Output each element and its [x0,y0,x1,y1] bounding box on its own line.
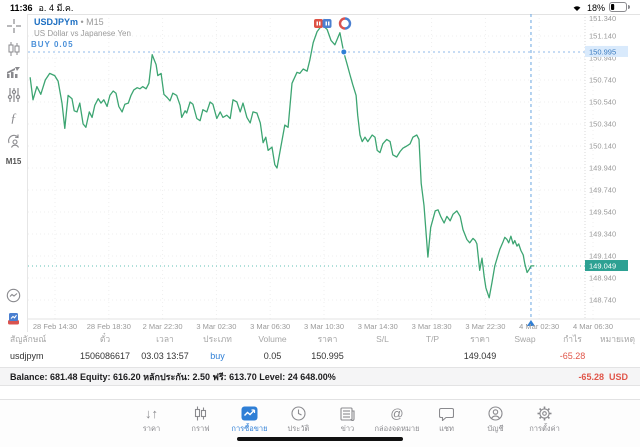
tab-quotes[interactable]: ↓↑ ราคา [142,406,161,433]
clock-time: 11:36 [10,3,33,13]
market-watch-icon[interactable] [5,286,23,304]
price-tick-label: 149.740 [589,186,616,195]
tab-settings[interactable]: การตั้งค่า [523,405,567,435]
svg-text:149.049: 149.049 [589,262,616,271]
pending-order-badge [340,18,350,29]
position-current-price: 149.049 [463,351,497,361]
status-date: อ. 4 มี.ค. [38,3,74,13]
home-indicator[interactable] [237,437,403,441]
tab-charts[interactable]: กราฟ [178,405,222,435]
settings-gear-icon [537,405,552,422]
col-tp: T/P [425,334,440,344]
position-row[interactable]: usdjpym 1506086617 03.03 13:57 buy 0.05 … [0,347,640,365]
position-ticket: 1506086617 [79,351,131,361]
col-time: เวลา [156,334,174,344]
order-marker-dot [340,48,348,56]
price-tick-label: 150.940 [589,54,616,63]
positions-table-header: สัญลักษณ์ ตั๋ว เวลา ประเภท Volume ราคา S… [0,332,640,346]
price-tick-label: 150.140 [589,142,616,151]
wifi-icon [571,3,583,14]
chart-type-candles-icon[interactable] [5,40,23,58]
time-tick-label: 3 Mar 22:30 [465,322,505,331]
tab-mailbox[interactable]: @ กล่องจดหมาย [374,406,420,433]
history-clock-icon [291,405,306,422]
account-profit: -65.28 USD [578,371,628,382]
time-tick-label: 4 Mar 06:30 [573,322,613,331]
trader-sync-icon[interactable] [5,132,23,150]
functions-icon[interactable]: ƒ [10,110,17,125]
price-tick-label: 149.140 [589,252,616,261]
status-bar: 11:36 อ. 4 มี.ค. 18% [0,0,640,14]
time-tick-label: 2 Mar 22:30 [143,322,183,331]
time-tick-label: 3 Mar 06:30 [250,322,290,331]
time-tick-label: 3 Mar 02:30 [196,322,236,331]
timeframe-badge[interactable]: M15 [5,157,22,166]
event-time-marker [526,320,535,326]
chart-region: ƒ M15 BUY 0.05 151.340 151.140 150.940 150.7… [0,13,640,332]
objects-icon[interactable] [5,86,23,104]
position-volume: 0.05 [263,351,282,361]
col-open-price: ราคา [317,334,338,344]
price-tick-label: 151.340 [589,14,616,23]
trade-icon [241,405,258,422]
indicators-icon[interactable] [5,63,23,81]
account-person-icon [488,405,503,422]
mailbox-at-icon: @ [390,406,404,421]
metaquotes-logo-icon[interactable] [5,309,23,327]
chart-toolbar: ƒ M15 [0,14,28,332]
price-tick-label: 150.540 [589,98,616,107]
col-type: ประเภท [203,334,232,344]
col-volume: Volume [258,334,287,344]
news-icon [340,405,355,422]
crosshair-icon[interactable] [5,17,23,35]
position-open-price: 150.995 [311,351,344,361]
account-summary-bar: Balance: 681.48 Equity: 616.20 หลักประกั… [0,367,640,386]
battery-icon [609,2,630,14]
col-swap: Swap [514,334,536,344]
bid-price-badge [585,260,628,272]
price-tick-label: 149.540 [589,208,616,217]
position-time: 03.03 13:57 [141,351,189,361]
time-tick-label: 3 Mar 14:30 [358,322,398,331]
price-line [29,24,535,299]
position-symbol: usdjpym [10,351,44,361]
price-tick-label: 150.340 [589,120,616,129]
time-tick-label: 4 Mar 02:30 [519,322,559,331]
price-chart-canvas[interactable]: BUY 0.05 151.340 151.140 150.940 150.740 150.… [28,13,640,332]
svg-text:150.995: 150.995 [589,47,616,56]
chat-bubble-icon [439,405,455,422]
time-tick-label: 28 Feb 14:30 [33,322,77,331]
position-label: BUY 0.05 [31,40,74,49]
price-tick-label: 151.140 [589,32,616,41]
time-tick-label: 3 Mar 10:30 [304,322,344,331]
account-summary-text: Balance: 681.48 Equity: 616.20 หลักประกั… [10,371,336,382]
position-type: buy [210,351,225,361]
tab-chat[interactable]: แชท [425,405,469,435]
price-tick-label: 148.740 [589,296,616,305]
battery-percent: 18% [586,3,605,13]
col-comment: หมายเหตุ [600,334,635,344]
quotes-icon: ↓↑ [144,406,158,421]
price-tick-label: 148.940 [589,274,616,283]
price-tick-label: 149.340 [589,230,616,239]
sell-order-badge [314,19,323,28]
tab-account[interactable]: บัญชี [474,405,518,435]
tab-trade[interactable]: การซื้อขาย [227,405,271,435]
time-tick-label: 3 Mar 18:30 [412,322,452,331]
price-tick-label: 149.940 [589,164,616,173]
tab-history[interactable]: ประวัติ [276,405,320,435]
col-sl: S/L [376,334,389,344]
tab-news[interactable]: ข่าว [325,405,369,435]
price-tick-label: 150.740 [589,76,616,85]
col-symbol: สัญลักษณ์ [10,334,47,344]
time-tick-label: 28 Feb 18:30 [87,322,131,331]
chart-candles-icon [193,405,207,422]
price-chart[interactable]: BUY 0.05 151.340 151.140 150.940 150.740 150.… [28,13,640,332]
col-profit: กำไร [563,334,582,344]
open-price-badge [585,45,628,57]
position-profit: -65.28 [559,351,586,361]
col-current-price: ราคา [470,334,490,344]
col-ticket: ตั๋ว [99,334,111,344]
